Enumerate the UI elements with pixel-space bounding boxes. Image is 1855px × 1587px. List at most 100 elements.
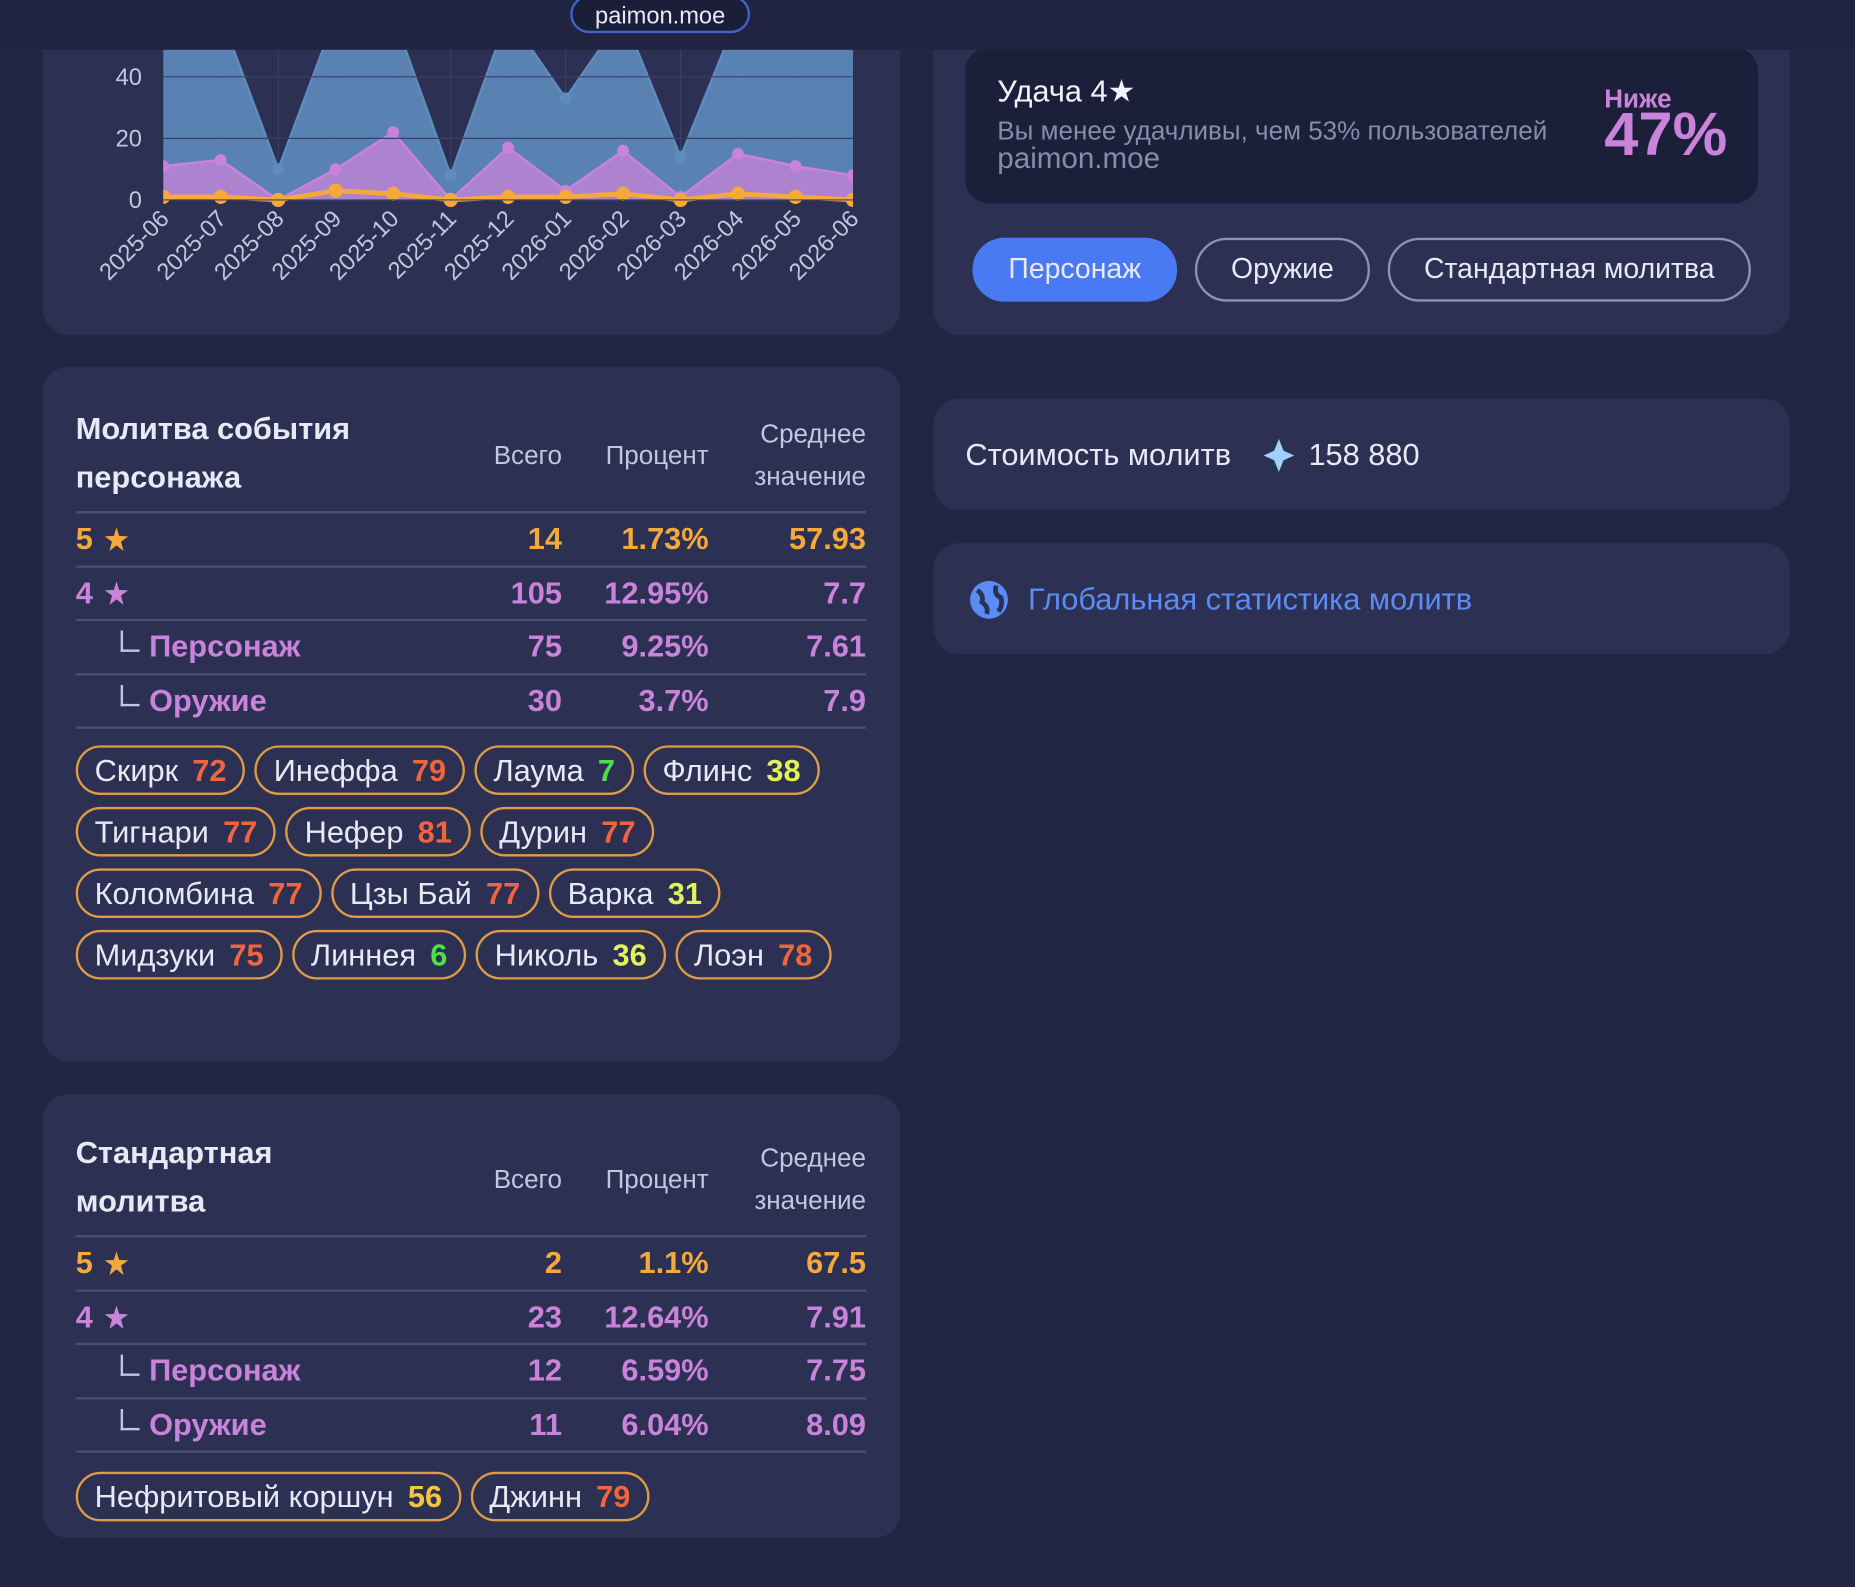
luck-text: Вы менее удачливы, чем 53% пользователей	[997, 115, 1548, 146]
luck-site: paimon.moe	[997, 141, 1161, 176]
row-label-text: 5	[75, 1244, 93, 1281]
cell: 7.75	[806, 1352, 866, 1389]
row-label: 5	[76, 521, 432, 558]
chip-pity: 79	[596, 1479, 631, 1515]
chip: Николь 36	[475, 930, 666, 981]
chip-pity: 36	[612, 937, 647, 973]
chip-pity: 72	[192, 752, 227, 789]
cell: 2	[544, 1244, 562, 1281]
chip-pity: 77	[223, 814, 258, 850]
chip: Дурин 77	[480, 807, 655, 857]
chip-pity: 75	[229, 937, 264, 973]
cell: 67.5	[806, 1244, 866, 1281]
row-label: 5	[76, 1245, 432, 1282]
cell: 12	[527, 1352, 562, 1389]
cell: 9.25%	[621, 628, 709, 665]
point	[328, 183, 343, 198]
row-label-text: Оружие	[149, 682, 267, 719]
chip-name: Скирк	[94, 752, 179, 789]
cost-value: 158 880	[1308, 436, 1420, 473]
cell: 1.1%	[638, 1244, 709, 1281]
chip-pity: 38	[766, 752, 801, 789]
cell: 30	[527, 682, 562, 719]
chip-pity: 79	[411, 752, 447, 789]
row-label-text: 4	[75, 1298, 93, 1335]
chip: Цзы Бай 77	[330, 868, 540, 919]
point	[329, 163, 342, 176]
point	[272, 163, 285, 176]
chip-list: Скирк 72 Инеффа 79 Лаума 7 Флинс 38 Тигнари 77 Неф…	[75, 745, 866, 981]
chip: Нефер 81	[285, 807, 471, 857]
chip-name: Варка	[567, 875, 654, 912]
chip: Тигнари 77	[75, 807, 277, 857]
cost-label: Стоимость молитв	[965, 436, 1232, 473]
column-header: Среднее значение	[754, 418, 866, 491]
tree-corner	[120, 1354, 140, 1376]
chip: Джинн 79	[470, 1472, 650, 1522]
row-label-text: 4	[75, 574, 93, 611]
y-tick-label: 0	[129, 188, 142, 214]
luck-box: Удача 4★ Вы менее удачливы, чем 53% поль…	[965, 47, 1758, 204]
table-row: 4 105 12.95% 7.7	[75, 567, 866, 622]
table-header: Стандартная молитва Всего Процент Среднее з…	[75, 1124, 866, 1238]
column-header: Среднее значение	[754, 1142, 866, 1215]
cell: 7.61	[806, 628, 866, 665]
point	[615, 186, 631, 201]
top-bar	[0, 0, 1855, 50]
table-header: Молитва события персонажа Всего Процент Сре…	[75, 400, 866, 514]
tab-character[interactable]: Персонаж	[972, 237, 1178, 302]
chip-pity: 77	[486, 875, 521, 912]
area	[163, 132, 853, 200]
chip-name: Нефритовый коршун	[94, 1479, 394, 1515]
luck-title: Удача 4★	[997, 73, 1136, 109]
chip: Инеффа 79	[254, 745, 466, 796]
globe-icon	[970, 580, 1008, 619]
point	[163, 160, 170, 172]
point	[789, 160, 802, 172]
point	[386, 186, 401, 201]
table-title: Молитва события персонажа	[75, 410, 351, 495]
row-label-text: Персонаж	[149, 1352, 301, 1389]
global-link[interactable]: Глобальная статистика молитв	[1028, 580, 1473, 617]
row-label: Персонаж	[76, 1353, 432, 1390]
cell: 12.64%	[604, 1298, 709, 1335]
chip-name: Дурин	[499, 814, 588, 850]
row-label: 4	[76, 575, 432, 612]
chip: Флинс 38	[643, 745, 820, 796]
point	[502, 141, 515, 154]
point	[559, 92, 572, 105]
chip-name: Лоэн	[694, 937, 764, 973]
column-header: Всего	[493, 1164, 562, 1194]
table-row: 4 23 12.64% 7.91	[75, 1291, 866, 1346]
chip-pity: 31	[667, 875, 702, 912]
chip-name: Лаума	[493, 752, 584, 789]
cell: 7.9	[823, 682, 866, 719]
table-card	[42, 1094, 901, 1538]
y-tick-label: 40	[116, 65, 142, 91]
tree-corner	[120, 630, 140, 652]
chip-pity: 6	[430, 937, 448, 973]
row-label-text: Оружие	[149, 1406, 267, 1443]
row-label: Оружие	[76, 1407, 432, 1444]
chip: Лоэн 78	[675, 930, 832, 981]
tab-standard[interactable]: Стандартная молитва	[1387, 237, 1751, 302]
cell: 8.09	[806, 1406, 866, 1443]
chip-name: Мидзуки	[94, 937, 216, 973]
tab-weapon[interactable]: Оружие	[1194, 237, 1370, 302]
cell: 6.59%	[621, 1352, 709, 1389]
chip-pity: 7	[597, 752, 616, 789]
point	[213, 189, 228, 204]
cell: 7.7	[823, 574, 866, 611]
chip-name: Линнея	[310, 937, 417, 973]
star-icon	[104, 581, 129, 605]
point	[214, 153, 227, 166]
cell: 3.7%	[638, 682, 709, 719]
chip: Линнея 6	[291, 930, 467, 981]
chip-pity: 77	[601, 814, 636, 850]
cell: 1.73%	[621, 520, 709, 557]
chip-list: Нефритовый коршун 56 Джинн 79	[75, 1472, 866, 1522]
cell: 23	[527, 1298, 562, 1335]
table-row: Оружие 11 6.04% 8.09	[75, 1399, 866, 1454]
